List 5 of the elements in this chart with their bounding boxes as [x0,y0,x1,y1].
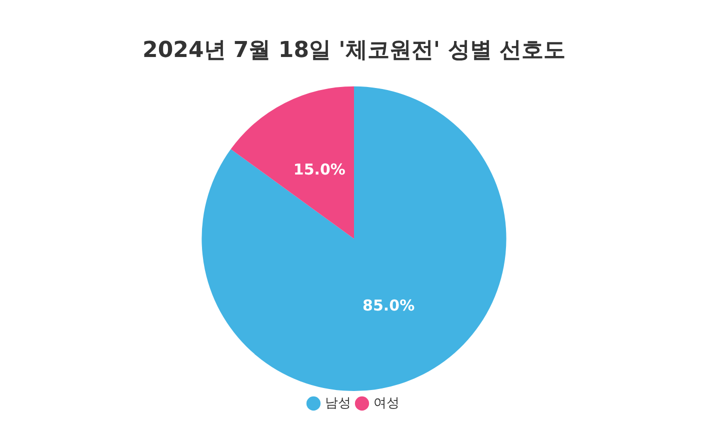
chart-title: 2024년 7월 18일 '체코원전' 성별 선호도 [142,38,566,63]
data-label: 15.0% [293,160,346,179]
data-label: 85.0% [362,296,415,314]
legend-label: 남성 [325,396,351,411]
legend-label: 여성 [374,396,400,411]
